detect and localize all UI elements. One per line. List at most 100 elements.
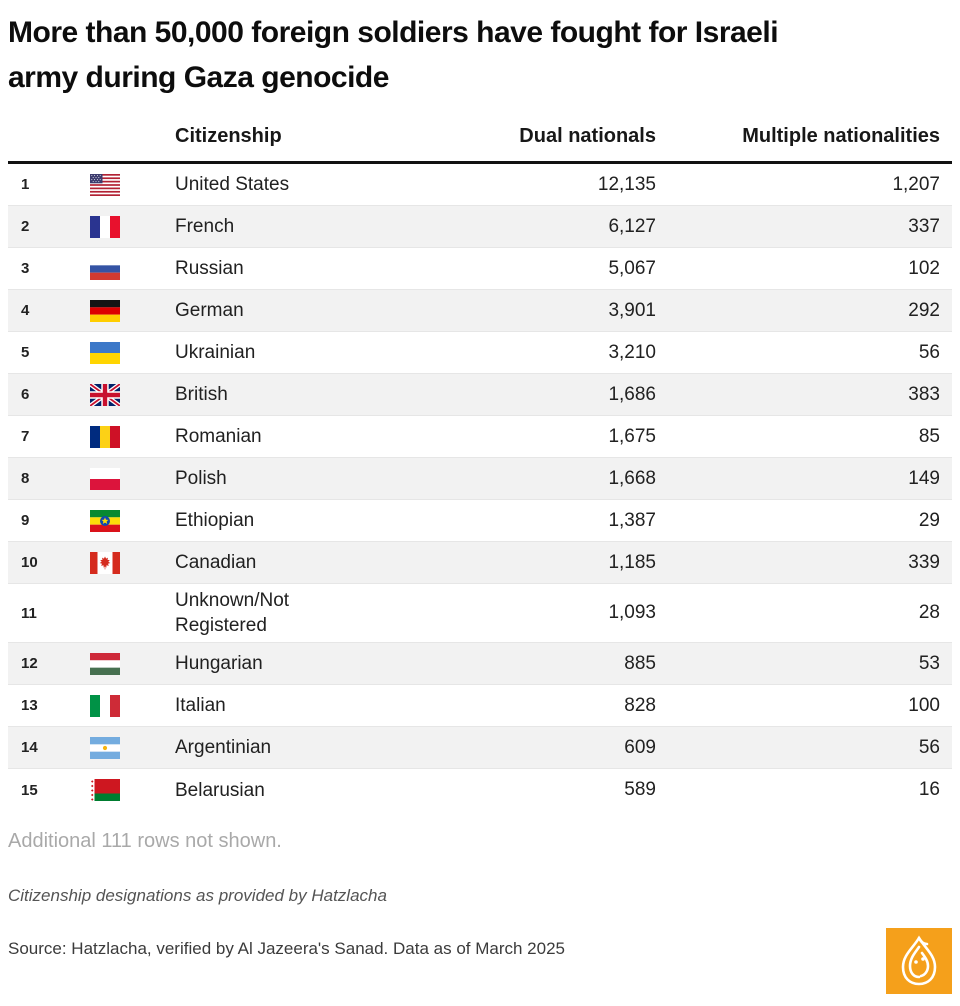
dual-nationals-column-header: Dual nationals [519,125,656,147]
citizenship-designation-note: Citizenship designations as provided by … [8,886,387,905]
table-row: 14 Argentinian 609 56 [8,727,952,769]
rank-cell: 6 [21,386,30,403]
data-table: Citizenship Dual nationals Multiple nati… [8,100,952,811]
multiple-nationalities-cell: 1,207 [892,173,940,195]
table-row: 5 Ukrainian 3,210 56 [8,332,952,374]
citizenship-cell: Romanian [175,426,262,447]
rank-cell: 9 [21,512,30,529]
dual-nationals-cell: 1,668 [608,467,656,489]
dual-nationals-cell: 6,127 [608,215,656,237]
table-row: 7 Romanian 1,675 85 [8,416,952,458]
table-row: 6 British 1,686 383 [8,374,952,416]
france-flag-icon [90,215,120,238]
flag-cell [60,467,143,490]
table-row: 3 Russian 5,067 102 [8,248,952,290]
rank-cell: 4 [21,302,30,319]
rank-cell: 2 [21,218,30,235]
flag-cell [60,383,143,406]
chart-title-line1: More than 50,000 foreign soldiers have f… [8,16,779,49]
flag-cell [60,299,143,322]
multiple-nationalities-cell: 383 [908,383,940,405]
dual-nationals-cell: 3,210 [608,341,656,363]
multiple-nationalities-cell: 337 [908,215,940,237]
multiple-nationalities-cell: 102 [908,257,940,279]
table-row: 13 Italian 828 100 [8,685,952,727]
source-line: Source: Hatzlacha, verified by Al Jazeer… [8,939,565,958]
citizenship-cell: Canadian [175,552,257,573]
multiple-nationalities-cell: 149 [908,467,940,489]
poland-flag-icon [90,467,120,490]
table-row: 10 Canadian 1,185 339 [8,542,952,584]
dual-nationals-cell: 589 [624,779,656,800]
rank-cell: 11 [21,604,37,622]
dual-nationals-cell: 3,901 [608,299,656,321]
rank-cell: 5 [21,344,30,361]
flag-cell [60,694,143,717]
canada-flag-icon [90,551,120,574]
multiple-nationalities-cell: 56 [918,736,940,758]
belarus-flag-icon [90,779,120,801]
romania-flag-icon [90,425,120,448]
multiple-nationalities-column-header: Multiple nationalities [742,125,940,147]
citizenship-cell: Ukrainian [175,342,256,363]
table-row: 12 Hungarian 885 53 [8,643,952,685]
rank-cell: 8 [21,470,30,487]
table-row: 8 Polish 1,668 149 [8,458,952,500]
flag-cell [60,652,143,675]
citizenship-cell: French [175,216,235,237]
dual-nationals-cell: 1,686 [608,383,656,405]
rank-cell: 14 [21,739,38,756]
multiple-nationalities-cell: 100 [908,694,940,716]
us-flag-icon [90,173,120,196]
citizenship-cell: Polish [175,468,227,489]
rank-cell: 15 [21,781,38,799]
al-jazeera-logo [886,928,952,994]
hungary-flag-icon [90,652,120,675]
citizenship-cell: Unknown/Not Registered [175,590,290,636]
citizenship-cell: Ethiopian [175,510,255,531]
chart-title: More than 50,000 foreign soldiers have f… [8,10,952,100]
flag-cell [60,779,143,801]
multiple-nationalities-cell: 339 [908,551,940,573]
dual-nationals-cell: 1,185 [608,551,656,573]
multiple-nationalities-cell: 16 [918,779,940,800]
rank-cell: 7 [21,428,30,445]
dual-nationals-cell: 12,135 [597,173,656,195]
infographic: More than 50,000 foreign soldiers have f… [8,10,952,958]
table-row: 4 German 3,901 292 [8,290,952,332]
dual-nationals-cell: 609 [624,736,656,758]
citizenship-cell: Russian [175,258,244,279]
dual-nationals-cell: 1,387 [608,509,656,531]
citizenship-cell: German [175,300,244,321]
citizenship-cell: Argentinian [175,737,272,758]
multiple-nationalities-cell: 292 [908,299,940,321]
flag-cell [60,257,143,280]
table-row: 15 Belarusian 589 16 [8,769,952,811]
chart-title-line2: army during Gaza genocide [8,61,389,94]
multiple-nationalities-cell: 28 [918,602,940,623]
table-row: 11 Unknown/Not Registered 1,093 28 [8,584,952,643]
dual-nationals-cell: 1,675 [608,425,656,447]
citizenship-column-header: Citizenship [175,125,282,147]
multiple-nationalities-cell: 53 [918,652,940,674]
rank-cell: 13 [21,697,38,714]
russia-flag-icon [90,257,120,280]
rank-cell: 12 [21,655,38,672]
flag-cell [60,509,143,532]
argentina-flag-icon [90,736,120,759]
ethiopia-flag-icon [90,509,120,532]
flag-cell [60,736,143,759]
ukraine-flag-icon [90,341,120,364]
citizenship-cell: United States [175,174,290,195]
flag-cell [60,551,143,574]
table-header-row: Citizenship Dual nationals Multiple nati… [8,100,952,164]
rank-cell: 3 [21,260,30,277]
flag-cell [60,173,143,196]
rank-cell: 1 [21,176,30,193]
dual-nationals-cell: 5,067 [608,257,656,279]
dual-nationals-cell: 828 [624,694,656,716]
dual-nationals-cell: 885 [624,652,656,674]
multiple-nationalities-cell: 56 [918,341,940,363]
dual-nationals-cell: 1,093 [608,602,656,623]
table-row: 1 Uni [8,164,952,206]
